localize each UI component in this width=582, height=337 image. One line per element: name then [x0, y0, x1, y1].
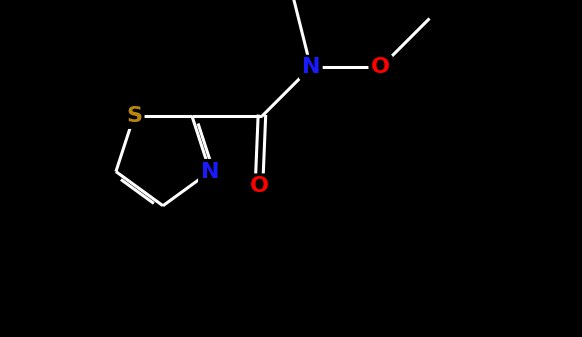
Text: O: O: [371, 57, 390, 78]
Text: N: N: [201, 161, 219, 182]
Text: N: N: [301, 57, 320, 78]
Text: O: O: [250, 176, 268, 196]
Text: S: S: [126, 106, 142, 126]
